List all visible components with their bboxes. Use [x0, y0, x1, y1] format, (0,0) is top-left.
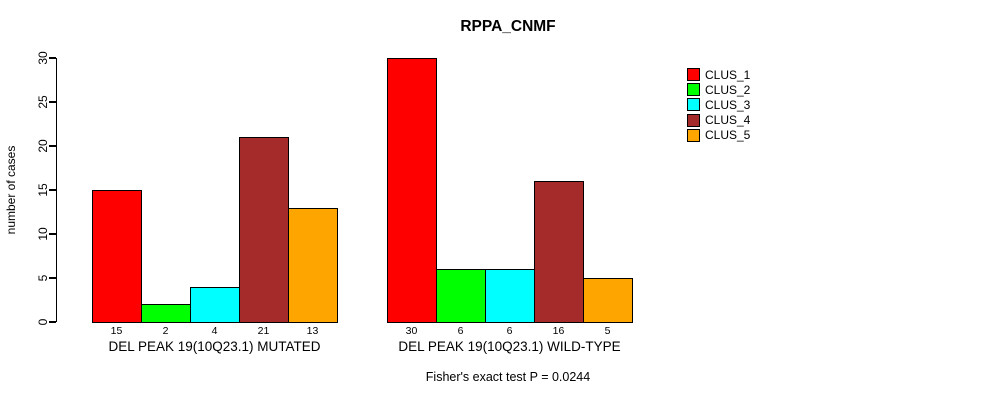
y-axis-tick: [48, 277, 56, 279]
bar-value-label: 15: [110, 325, 123, 337]
y-tick-label: 5: [36, 274, 50, 282]
legend-item: CLUS_1: [687, 67, 750, 82]
bar-value-label: 21: [257, 325, 270, 337]
bar-value-label: 4: [211, 325, 218, 337]
y-tick-label: 20: [36, 139, 50, 153]
y-tick-label: 15: [36, 183, 50, 197]
bar-value-label: 2: [162, 325, 169, 337]
bar: [387, 58, 437, 323]
bar: [92, 190, 142, 323]
legend-swatch: [687, 98, 700, 112]
y-tick-label: 10: [36, 227, 50, 241]
group-label: DEL PEAK 19(10Q23.1) MUTATED: [108, 339, 321, 354]
bar-value-label: 16: [552, 325, 565, 337]
group-label: DEL PEAK 19(10Q23.1) WILD-TYPE: [398, 339, 621, 354]
bar: [190, 287, 240, 323]
bar-value-label: 30: [405, 325, 418, 337]
legend-swatch: [687, 83, 700, 97]
y-axis-tick: [48, 57, 56, 59]
legend-swatch: [687, 113, 700, 127]
y-tick-label: 0: [36, 318, 50, 326]
legend: CLUS_1 CLUS_2 CLUS_3 CLUS_4 CLUS_5: [687, 67, 750, 143]
y-axis-label: number of cases: [4, 145, 18, 235]
chart-title: RPPA_CNMF: [460, 18, 556, 35]
bar: [239, 137, 289, 323]
bar-value-label: 6: [457, 325, 464, 337]
bar: [485, 269, 535, 323]
bar: [436, 269, 486, 323]
legend-item: CLUS_2: [687, 82, 750, 97]
legend-label: CLUS_3: [705, 97, 751, 112]
y-axis-line: [55, 58, 57, 322]
bar: [583, 278, 633, 323]
legend-label: CLUS_5: [705, 128, 751, 143]
legend-item: CLUS_4: [687, 113, 750, 128]
legend-item: CLUS_5: [687, 128, 750, 143]
y-axis-tick: [48, 145, 56, 147]
y-axis-tick: [48, 321, 56, 323]
legend-label: CLUS_1: [705, 67, 751, 82]
legend-label: CLUS_4: [705, 113, 751, 128]
y-axis-tick: [48, 233, 56, 235]
bar: [534, 181, 584, 323]
bar: [288, 208, 338, 323]
y-axis-tick: [48, 101, 56, 103]
bar-value-label: 5: [604, 325, 611, 337]
y-tick-label: 30: [36, 51, 50, 65]
bar: [141, 304, 191, 323]
legend-label: CLUS_2: [705, 82, 751, 97]
bar-value-label: 13: [306, 325, 319, 337]
bar-value-label: 6: [506, 325, 513, 337]
y-axis-tick: [48, 189, 56, 191]
legend-item: CLUS_3: [687, 97, 750, 112]
legend-swatch: [687, 68, 700, 82]
legend-swatch: [687, 128, 700, 142]
annotation-text: Fisher's exact test P = 0.0244: [425, 370, 591, 384]
y-tick-label: 25: [36, 95, 50, 109]
